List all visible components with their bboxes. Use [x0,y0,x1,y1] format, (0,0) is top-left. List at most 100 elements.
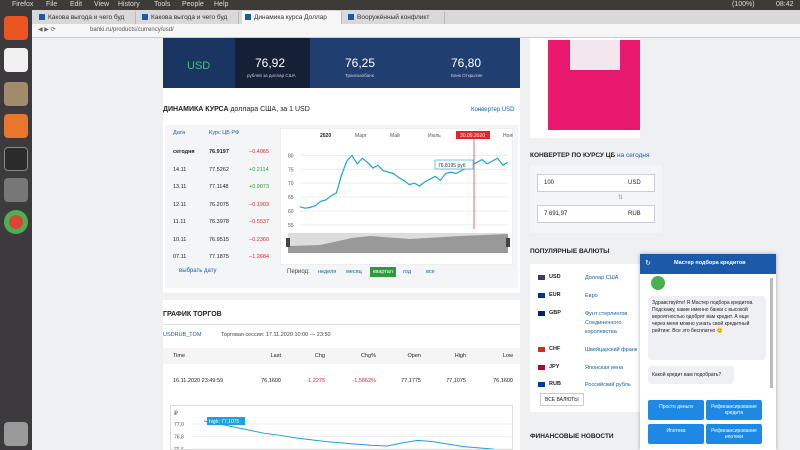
rate: 77.1875 [209,254,229,260]
currency-name[interactable]: Фунт стерлингов Соединенного королевства [585,311,628,335]
bot-avatar [651,276,665,290]
currency-name[interactable]: Доллар США [585,275,619,281]
currency-name[interactable]: Евро [585,293,598,299]
swap[interactable]: ⇅ [618,195,624,201]
chat-option[interactable]: Ипотека [648,424,704,444]
converter-link[interactable]: Конвертер USD [471,107,515,113]
date-link[interactable]: на сегодня [617,152,650,159]
launcher-icon[interactable] [4,210,28,234]
tab[interactable]: Какова выгода и чего буд [36,11,136,24]
menu-item[interactable]: Help [214,1,229,8]
subtitle: доллара США, за 1 USD [230,106,310,113]
title: ДИНАМИКА КУРСА [163,106,229,113]
nav-buttons[interactable]: ◀ ▶ ⟳ [38,27,56,33]
amount-input[interactable]: 100 USD [537,174,655,192]
bank-name: Транскапбанк [345,73,374,78]
rate-line [299,154,509,209]
ticker[interactable]: USDRUB_TOM [163,332,202,338]
result: 7 691,97 [544,211,568,217]
launcher-icon[interactable] [4,82,28,106]
section-title: ГРАФИК ТОРГОВ [163,311,222,318]
change: −0.4065 [249,149,270,155]
launcher-icon[interactable] [4,114,28,138]
cb-label: рублей за доллар США [247,73,296,78]
date: 12.11 [173,201,187,208]
period[interactable]: год [403,269,412,275]
rate: 76.3978 [209,219,229,225]
period[interactable]: все [426,269,435,275]
popular-list: ВСЕ ВАЛЮТЫ USD Доллар США EUR Евро GBP Фунт с… [530,264,650,412]
cell: High [454,353,466,359]
all-button[interactable]: ВСЕ ВАЛЮТЫ [540,393,584,406]
cell: 77,1775 [401,378,421,384]
cell: Open [407,353,421,359]
y-tick-label: 55 [288,223,294,229]
battery: (100%) [732,1,755,8]
marker-box [456,131,490,139]
nav-handle[interactable] [286,238,290,247]
dynamics-box: Дата Курс ЦБ РФ сегодня 76.9197 −0.4065 14.11… [165,125,518,288]
date: сегодня [173,149,195,155]
rates-strip: USD 76,92 рублей за доллар США 76,25 Тра… [163,38,520,88]
pick-date[interactable]: выбрать дату [179,268,217,274]
chat-option[interactable]: Рефинансирование кредита [706,400,762,420]
rate: 76.9515 [209,236,229,243]
cell: 76,1600 [261,378,281,384]
currency-name[interactable]: Японская иена [585,365,624,371]
period[interactable]: неделя [318,269,337,275]
launcher-icon[interactable] [4,147,28,171]
trade-table: Time Last Chg Chg% Open High Low 16.11.2020 23:… [163,348,520,394]
change: −1.2684 [249,254,270,260]
change: +0.2114 [249,166,269,173]
section-title: ФИНАНСОВЫЕ НОВОСТИ [530,433,614,440]
rate: 77.1148 [209,184,229,190]
period[interactable]: месяц [346,269,362,275]
cell: Last [270,353,281,359]
period[interactable]: квартал [370,267,396,277]
x-label: Март [355,133,368,139]
menu-item[interactable]: View [94,1,110,8]
menu-item[interactable]: Edit [70,1,83,8]
cell: Low [502,353,513,359]
y-tick-label: 80 [288,153,294,159]
currency-code: JPY [549,364,560,370]
change: −0.2360 [249,236,270,243]
flag [538,311,545,316]
chat-refresh[interactable]: ↻ [645,260,651,267]
result-input[interactable]: 7 691,97 RUB [537,205,655,223]
nav-handle[interactable] [506,238,510,247]
menu-item[interactable]: File [46,1,58,8]
chat-option[interactable]: Рефинансирование ипотеки [706,424,762,444]
rate: 77.5262 [209,166,229,173]
from-currency[interactable]: USD [628,180,641,186]
address[interactable]: banki.ru/products/currency/usd/ [90,27,174,33]
launcher-icon[interactable] [4,178,28,202]
cell: -1,2275 [306,378,325,384]
tab[interactable]: Какова выгода и чего буд [139,11,239,24]
launcher-icon[interactable] [4,422,28,446]
greeting: Здравствуйте! Я Мастер подбора кредитов.… [648,296,766,360]
menu-item[interactable]: People [182,1,204,8]
tab[interactable]: Вооружённый конфликт [345,11,445,24]
menu-item[interactable]: Firefox [12,1,34,8]
launcher-icon[interactable] [4,16,28,40]
y-tick-label: 76,8 [174,435,184,441]
flag [538,275,545,280]
currency-name[interactable]: Швейцарский франк [585,347,638,353]
date: 13.11 [173,184,187,190]
chat-header: ↻ Мастер подбора кредитов [640,254,776,274]
currency-code: RUB [549,381,561,387]
x-label: Ноябрь [503,133,513,139]
navigator-area [288,234,508,253]
menu-item[interactable]: History [118,1,140,8]
menu-item[interactable]: Tools [154,1,171,8]
currency-code: USD [549,274,561,280]
flag [538,347,545,352]
trade-chart: ₽77,0 76,8 76,6 high: 77,1075 [170,405,513,450]
flag [538,293,545,298]
currency-name[interactable]: Российский рубль [585,382,631,388]
chat-option[interactable]: Просто деньги [648,400,704,420]
to-currency[interactable]: RUB [628,211,641,217]
launcher-icon[interactable] [4,48,28,72]
tab[interactable]: Динамика курса Доллар [242,11,342,24]
